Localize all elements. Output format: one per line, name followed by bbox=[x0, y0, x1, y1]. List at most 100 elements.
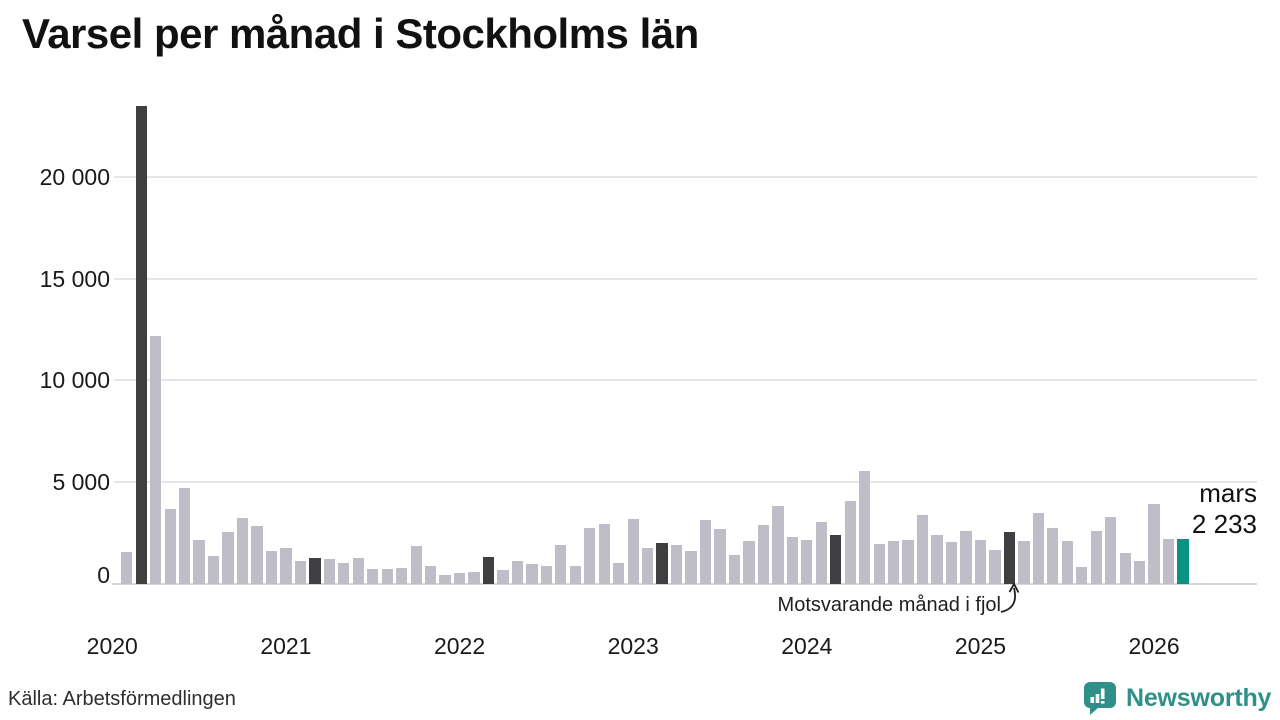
x-tick-label-2023: 2023 bbox=[607, 633, 659, 659]
bar-2025-05 bbox=[1032, 512, 1044, 584]
bar-2024-06 bbox=[873, 544, 885, 584]
bar-2025-03 bbox=[1003, 532, 1016, 584]
y-tick-label-0: 0 bbox=[97, 562, 110, 588]
bar-2020-06 bbox=[178, 487, 191, 584]
annotation-arrow-icon bbox=[1000, 582, 1020, 613]
bar-2022-02 bbox=[468, 571, 480, 584]
bar-2020-02 bbox=[121, 552, 133, 584]
bar-2025-10 bbox=[1105, 516, 1117, 584]
bar-2024-09 bbox=[916, 515, 929, 584]
bar-2020-05 bbox=[164, 508, 176, 584]
x-tick-label-2024: 2024 bbox=[781, 633, 833, 659]
bar-2021-07 bbox=[367, 568, 379, 584]
bar-2021-03 bbox=[309, 558, 321, 584]
bar-2025-06 bbox=[1047, 527, 1059, 584]
bar-2020-08 bbox=[207, 555, 220, 584]
bar-2023-11 bbox=[772, 506, 784, 584]
bar-2022-07 bbox=[540, 566, 553, 584]
x-axis-line bbox=[112, 583, 1257, 585]
bar-2025-02 bbox=[989, 549, 1001, 584]
current-value-label: mars 2 233 bbox=[1192, 478, 1257, 540]
x-tick-label-2025: 2025 bbox=[954, 633, 1007, 659]
source-text: Källa: Arbetsförmedlingen bbox=[8, 688, 236, 710]
bar-2022-09 bbox=[569, 565, 581, 584]
current-month-value: 2 233 bbox=[1191, 509, 1257, 539]
chart-title: Varsel per månad i Stockholms län bbox=[22, 10, 699, 57]
bar-2020-11 bbox=[251, 525, 263, 584]
bar-2022-06 bbox=[526, 564, 538, 584]
gridline-20000 bbox=[114, 175, 1257, 178]
bar-2022-01 bbox=[453, 573, 466, 584]
bar-2025-08 bbox=[1076, 567, 1088, 584]
newsworthy-logo: Newsworthy bbox=[1083, 681, 1271, 716]
bar-2022-08 bbox=[555, 544, 567, 584]
bar-2024-07 bbox=[888, 540, 900, 584]
bar-2021-09 bbox=[396, 567, 408, 584]
bar-2021-10 bbox=[410, 546, 422, 584]
bar-2025-04 bbox=[1018, 541, 1030, 584]
bar-2022-12 bbox=[613, 562, 625, 584]
bar-2022-03 bbox=[482, 556, 495, 584]
bar-2023-09 bbox=[743, 541, 755, 584]
bar-2025-01 bbox=[974, 540, 987, 584]
bar-2024-10 bbox=[931, 535, 943, 584]
bar-2025-09 bbox=[1090, 531, 1102, 584]
bar-2023-04 bbox=[670, 545, 683, 584]
bar-2024-01 bbox=[801, 539, 813, 584]
bar-2023-06 bbox=[699, 520, 712, 584]
bar-2024-02 bbox=[815, 521, 827, 584]
bar-2020-09 bbox=[222, 531, 234, 584]
x-tick-label-2026: 2026 bbox=[1128, 633, 1180, 659]
bar-2023-05 bbox=[685, 551, 697, 584]
gridline-15000 bbox=[114, 277, 1257, 280]
bar-2023-12 bbox=[786, 536, 799, 584]
x-tick-label-2021: 2021 bbox=[260, 633, 312, 659]
bar-2024-04 bbox=[844, 501, 856, 584]
bar-2024-05 bbox=[859, 471, 871, 584]
bar-2024-11 bbox=[945, 542, 958, 584]
current-month-name: mars bbox=[1199, 478, 1257, 508]
bar-2025-07 bbox=[1061, 541, 1073, 584]
bar-2020-10 bbox=[236, 518, 249, 584]
gridline-10000 bbox=[114, 379, 1257, 382]
bar-2024-03 bbox=[830, 535, 842, 584]
bar-2023-08 bbox=[728, 554, 741, 584]
bar-2023-10 bbox=[757, 525, 770, 584]
y-tick-label-5000: 5 000 bbox=[52, 469, 110, 496]
bar-2020-03 bbox=[135, 105, 147, 584]
x-tick-label-2020: 2020 bbox=[86, 633, 138, 659]
bar-2021-05 bbox=[338, 562, 350, 584]
bar-2021-11 bbox=[424, 566, 437, 584]
bar-2026-02 bbox=[1162, 539, 1175, 584]
bar-2020-07 bbox=[193, 539, 205, 584]
bar-2023-07 bbox=[714, 528, 726, 584]
bar-2021-01 bbox=[280, 547, 292, 584]
bar-2023-03 bbox=[656, 543, 668, 584]
bar-2022-11 bbox=[598, 523, 610, 584]
gridline-5000 bbox=[114, 481, 1257, 484]
y-tick-label-20000: 20 000 bbox=[39, 163, 110, 190]
bar-2021-06 bbox=[352, 558, 364, 584]
bar-2026-03 bbox=[1177, 538, 1189, 584]
bar-2020-12 bbox=[265, 551, 278, 584]
bar-2023-01 bbox=[627, 519, 639, 584]
y-tick-label-15000: 15 000 bbox=[39, 265, 110, 292]
bar-2024-12 bbox=[960, 531, 972, 584]
bar-2021-08 bbox=[381, 568, 393, 584]
bar-2021-12 bbox=[439, 575, 451, 584]
bar-2025-11 bbox=[1119, 552, 1131, 584]
bar-2026-01 bbox=[1148, 503, 1160, 584]
bar-2021-02 bbox=[294, 561, 307, 584]
bar-2020-04 bbox=[150, 335, 162, 584]
bar-2024-08 bbox=[902, 540, 914, 584]
bar-2022-10 bbox=[584, 528, 596, 584]
y-tick-label-10000: 10 000 bbox=[39, 367, 110, 394]
bar-2023-02 bbox=[642, 547, 654, 584]
bar-2022-04 bbox=[497, 570, 509, 584]
bar-2022-05 bbox=[511, 560, 524, 584]
newsworthy-logo-text: Newsworthy bbox=[1126, 684, 1272, 712]
bar-2025-12 bbox=[1134, 560, 1146, 584]
newsworthy-logo-icon bbox=[1084, 682, 1116, 715]
bar-2021-04 bbox=[323, 559, 335, 584]
